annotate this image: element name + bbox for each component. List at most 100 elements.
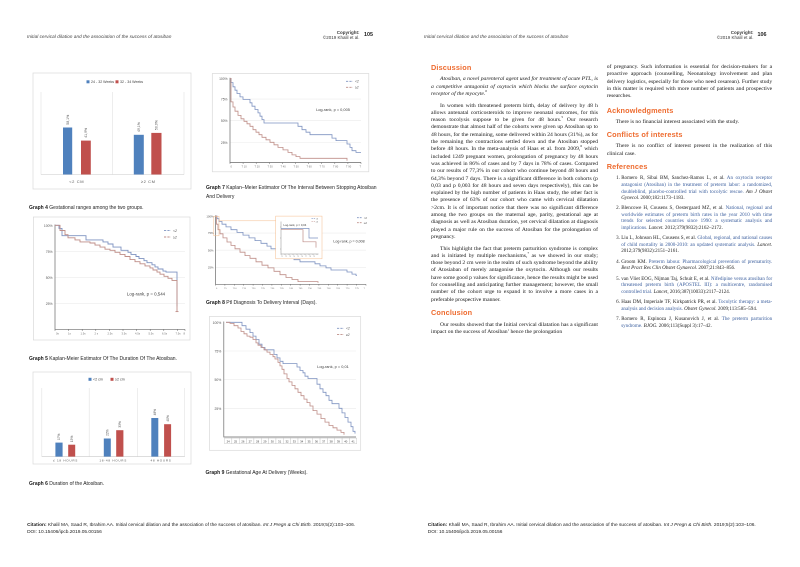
svg-text:T 80: T 80 <box>333 164 339 168</box>
svg-text:33%: 33% <box>118 421 122 428</box>
svg-text:25%: 25% <box>46 302 53 306</box>
svg-text:Log-rank, p = 0,01: Log-rank, p = 0,01 <box>317 364 349 369</box>
svg-text:50%: 50% <box>208 248 214 252</box>
svg-text:28: 28 <box>256 439 260 443</box>
svg-text:33: 33 <box>293 439 297 443</box>
svg-text:T55: T55 <box>317 288 322 290</box>
svg-text:32 - 34 Weeks: 32 - 34 Weeks <box>120 80 143 84</box>
svg-text:T 40: T 40 <box>281 164 287 168</box>
svg-text:40%: 40% <box>166 415 170 422</box>
svg-text:50,9%: 50,9% <box>155 120 159 130</box>
svg-text:T7: T7 <box>305 256 307 258</box>
svg-text:T6: T6 <box>301 256 303 258</box>
svg-text:26: 26 <box>241 439 245 443</box>
svg-text:40: 40 <box>344 439 348 443</box>
svg-text:T10: T10 <box>233 288 238 290</box>
svg-text:T5: T5 <box>297 256 299 258</box>
svg-text:T35: T35 <box>280 288 285 290</box>
svg-text:T3: T3 <box>289 256 291 258</box>
svg-text:≥2: ≥2 <box>316 220 319 223</box>
svg-text:50%: 50% <box>221 119 228 123</box>
svg-text:<2 cm: <2 cm <box>93 378 103 382</box>
svg-text:24: 24 <box>227 439 231 443</box>
svg-text:T40: T40 <box>289 288 294 290</box>
svg-text:100%: 100% <box>206 215 214 219</box>
svg-text:2 s: 2 s <box>95 332 99 336</box>
svg-text:25%: 25% <box>221 141 228 145</box>
svg-text:T 60: T 60 <box>307 164 313 168</box>
svg-text:1.5s: 1.5s <box>81 332 87 336</box>
svg-text:25%: 25% <box>215 407 222 411</box>
svg-text:5.5s: 5.5s <box>149 332 155 336</box>
svg-text:<2: <2 <box>355 80 359 84</box>
svg-text:75%: 75% <box>215 349 222 353</box>
svg-text:48 HOURS: 48 HOURS <box>150 459 171 463</box>
svg-text:≥2: ≥2 <box>355 86 359 90</box>
svg-text:<2: <2 <box>316 218 319 221</box>
svg-text:15%: 15% <box>70 436 74 443</box>
svg-text:Log-rank, p = 0,008: Log-rank, p = 0,008 <box>333 239 364 243</box>
svg-text:T75: T75 <box>355 288 360 290</box>
svg-text:T70: T70 <box>346 288 351 290</box>
svg-text:T 30: T 30 <box>268 164 274 168</box>
svg-text:8: 8 <box>184 332 186 336</box>
svg-text:T 90: T 90 <box>346 164 352 168</box>
svg-text:T 20: T 20 <box>255 164 261 168</box>
svg-text:100%: 100% <box>219 77 228 81</box>
svg-text:4.5s: 4.5s <box>135 332 141 336</box>
svg-text:≥2: ≥2 <box>173 235 177 239</box>
svg-text:T 10: T 10 <box>242 164 248 168</box>
svg-text:≥2 CM: ≥2 CM <box>141 179 156 184</box>
svg-text:T: T <box>364 288 366 290</box>
svg-text:30: 30 <box>271 439 275 443</box>
svg-text:22%: 22% <box>106 429 110 436</box>
svg-text:24 - 32 Weeks: 24 - 32 Weeks <box>91 80 114 84</box>
svg-text:≥2: ≥2 <box>364 221 368 225</box>
svg-text:T60: T60 <box>327 288 332 290</box>
svg-text:T 50: T 50 <box>294 164 300 168</box>
svg-text:31: 31 <box>278 439 282 443</box>
svg-text:T5: T5 <box>224 288 227 290</box>
svg-text:Log-rank, p = 0,04: Log-rank, p = 0,04 <box>284 223 307 227</box>
svg-text:75%: 75% <box>221 98 228 102</box>
svg-text:T30: T30 <box>270 288 275 290</box>
svg-text:50%: 50% <box>46 276 53 280</box>
svg-text:35: 35 <box>307 439 311 443</box>
svg-text:3.5s: 3.5s <box>122 332 128 336</box>
svg-text:18-48 HOURS: 18-48 HOURS <box>99 459 127 463</box>
svg-text:≥2: ≥2 <box>346 333 350 337</box>
svg-text:<2: <2 <box>364 216 368 220</box>
svg-text:36: 36 <box>315 439 319 443</box>
svg-text:T 70: T 70 <box>320 164 326 168</box>
svg-text:T20: T20 <box>252 288 257 290</box>
svg-text:100%: 100% <box>44 224 53 228</box>
svg-text:1s: 1s <box>68 332 71 336</box>
svg-text:50%: 50% <box>215 378 222 382</box>
svg-text:25: 25 <box>234 439 238 443</box>
svg-text:T8: T8 <box>309 256 311 258</box>
svg-text:T9: T9 <box>313 256 315 258</box>
svg-text:T65: T65 <box>336 288 341 290</box>
svg-text:T2: T2 <box>285 256 287 258</box>
svg-text:75%: 75% <box>208 231 214 235</box>
svg-text:0: 0 <box>231 164 233 168</box>
svg-text:≤ 18 HOURS: ≤ 18 HOURS <box>53 459 78 463</box>
svg-text:49,1%: 49,1% <box>137 122 141 132</box>
svg-text:<2 CM: <2 CM <box>69 179 84 184</box>
svg-text:T50: T50 <box>308 288 313 290</box>
svg-text:27: 27 <box>249 439 253 443</box>
svg-text:58,1%: 58,1% <box>66 115 70 125</box>
svg-text:<2: <2 <box>346 327 350 331</box>
svg-text:T1: T1 <box>281 256 283 258</box>
svg-text:≥2 cm: ≥2 cm <box>115 378 125 382</box>
svg-text:7.5s: 7.5s <box>176 332 182 336</box>
svg-text:37: 37 <box>322 439 326 443</box>
svg-text:T: T <box>360 164 362 168</box>
svg-text:25%: 25% <box>208 265 214 269</box>
svg-text:100%: 100% <box>213 321 222 325</box>
svg-text:39: 39 <box>337 439 341 443</box>
svg-text:41,9%: 41,9% <box>84 128 88 138</box>
svg-text:T25: T25 <box>261 288 266 290</box>
svg-text:Log-rank, p = 0,005: Log-rank, p = 0,005 <box>316 107 350 112</box>
svg-text:0s: 0s <box>56 332 59 336</box>
